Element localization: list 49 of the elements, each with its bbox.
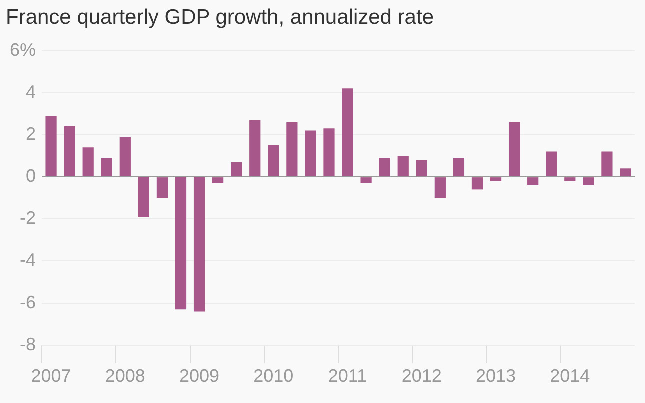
bar: [416, 160, 428, 177]
bar: [508, 122, 520, 177]
bar: [46, 116, 57, 177]
y-tick-label: -8: [20, 334, 36, 354]
bar: [286, 122, 298, 177]
y-tick-label: 2: [26, 124, 36, 144]
x-tick-label: 2010: [254, 366, 294, 386]
x-tick-label: 2013: [476, 366, 516, 386]
bar: [82, 148, 94, 177]
bar: [268, 145, 280, 177]
bar: [490, 178, 502, 182]
bar: [360, 178, 372, 184]
bar: [620, 168, 632, 177]
bar: [231, 162, 242, 177]
y-tick-label: 0: [26, 166, 36, 186]
bar: [156, 178, 168, 198]
y-tick-label: 6%: [10, 40, 36, 60]
bar: [583, 178, 594, 186]
bar: [175, 178, 187, 310]
chart-title: France quarterly GDP growth, annualized rate: [6, 6, 434, 30]
bar: [472, 178, 484, 190]
bar: [342, 88, 354, 177]
bar: [212, 178, 224, 184]
x-tick-label: 2009: [180, 366, 220, 386]
y-tick-label: 4: [26, 82, 36, 102]
bar: [564, 178, 576, 182]
bar: [305, 130, 316, 177]
x-tick-label: 2011: [328, 366, 368, 386]
y-tick-label: -2: [20, 208, 36, 228]
y-tick-label: -4: [20, 250, 36, 270]
bar: [324, 128, 335, 177]
bar: [101, 158, 112, 177]
bar: [434, 178, 446, 198]
bar: [138, 178, 150, 218]
x-tick-label: 2014: [550, 366, 590, 386]
bar: [528, 178, 539, 186]
bar: [602, 152, 613, 177]
bar: [398, 156, 409, 177]
bar: [379, 158, 390, 177]
bar: [453, 158, 465, 177]
bar: [64, 126, 76, 177]
x-tick-label: 2008: [105, 366, 146, 386]
x-tick-label: 2007: [31, 366, 72, 386]
bar: [120, 137, 131, 177]
bar: [194, 178, 206, 312]
bar: [546, 152, 558, 177]
y-tick-label: -6: [20, 292, 36, 312]
bar: [250, 120, 261, 177]
x-tick-label: 2012: [402, 366, 442, 386]
